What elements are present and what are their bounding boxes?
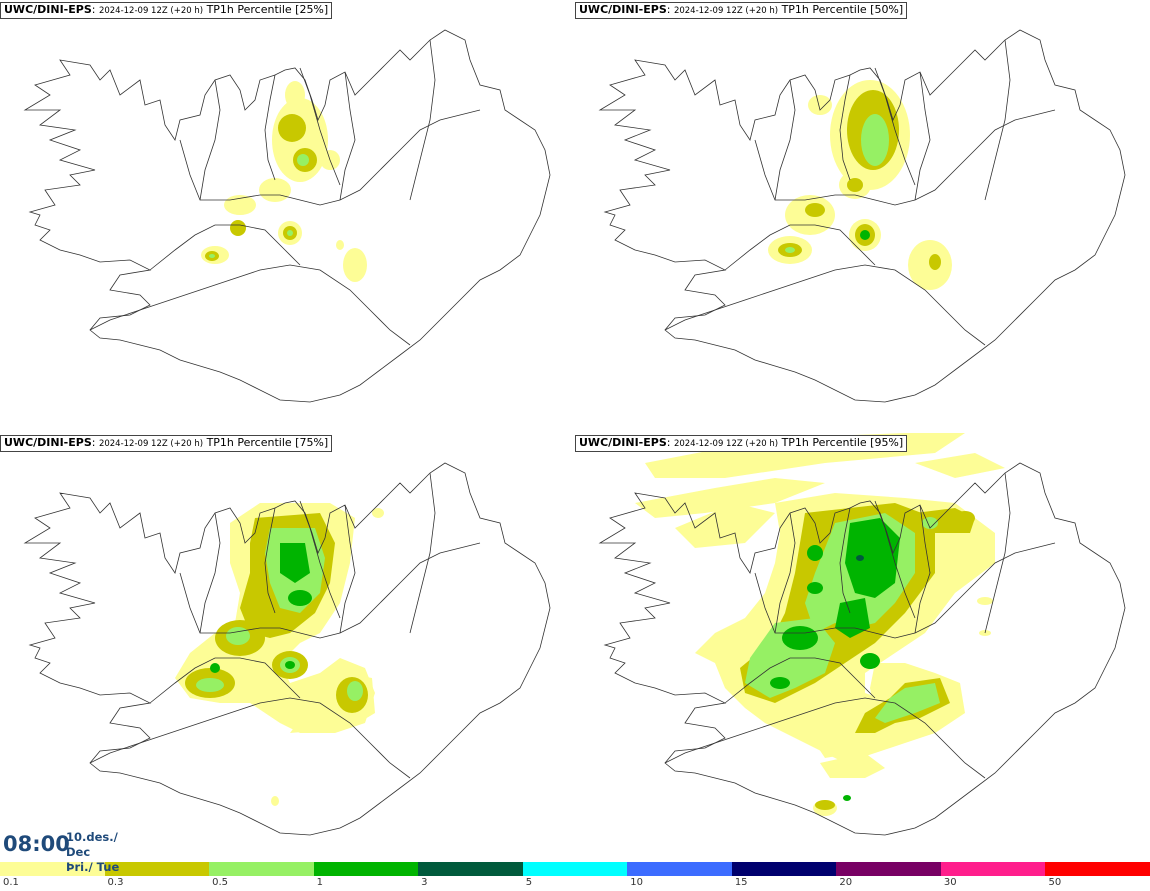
precip-shading — [635, 433, 1005, 816]
iceland-coastline — [598, 462, 1126, 836]
colorbar-segment — [1045, 862, 1150, 876]
colorbar-tick-label: 15 — [734, 877, 748, 888]
colorbar-segment — [522, 862, 628, 876]
colorbar-tick-label: 0.5 — [212, 877, 228, 888]
colorbar-segment — [209, 862, 314, 876]
map-panel-95: UWC/DINI-EPS: 2024-12-09 12Z (+20 h) TP1… — [575, 433, 1150, 863]
valid-date: 10.des./ Dec Þri./ Tue — [66, 830, 140, 875]
colorbar-tick-label: 20 — [839, 877, 853, 888]
valid-time-clock: 08:00 — [3, 832, 70, 856]
colorbar-ticks: 0.1 0.3 0.5 1 3 5 10 15 20 30 50 — [0, 877, 1150, 891]
panel-title: UWC/DINI-EPS: 2024-12-09 12Z (+20 h) TP1… — [0, 2, 333, 19]
colorbar-tick-label: 50 — [1048, 877, 1062, 888]
panel-title: UWC/DINI-EPS: 2024-12-09 12Z (+20 h) TP1… — [575, 2, 908, 19]
colorbar-segment — [836, 862, 941, 876]
colorbar-tick-label: 5 — [525, 877, 533, 888]
colorbar-segment — [0, 862, 105, 876]
map-panel-75: UWC/DINI-EPS: 2024-12-09 12Z (+20 h) TP1… — [0, 433, 575, 863]
iceland-map — [598, 433, 1126, 836]
colorbar-segment — [731, 862, 837, 876]
colorbar-segment — [940, 862, 1046, 876]
iceland-map — [598, 29, 1126, 403]
precip-shading — [175, 503, 384, 806]
iceland-coastline — [23, 29, 551, 403]
colorbar-tick-label: 1 — [316, 877, 323, 888]
precip-shading — [201, 81, 367, 282]
colorbar-tick-label: 30 — [943, 877, 957, 888]
colorbar-tick-label: 3 — [421, 877, 428, 888]
map-panel-50: UWC/DINI-EPS: 2024-12-09 12Z (+20 h) TP1… — [575, 0, 1150, 430]
colorbar-segment — [627, 862, 732, 876]
colorbar-tick-label: 0.3 — [107, 877, 124, 888]
valid-date-weekday: Þri./ Tue — [66, 860, 120, 874]
iceland-map — [23, 462, 551, 836]
colorbar-segment — [104, 862, 210, 876]
colorbar-tick-label: 10 — [630, 877, 643, 888]
iceland-coastline — [598, 29, 1126, 403]
precip-shading — [768, 80, 952, 290]
colorbar-segment — [418, 862, 523, 876]
colorbar-segment — [313, 862, 419, 876]
valid-time: 08:00 10.des./ Dec Þri./ Tue — [0, 828, 140, 874]
colorbar-tick-label: 0.1 — [3, 877, 19, 888]
valid-date-day: 10.des./ Dec — [66, 830, 118, 859]
iceland-coastline — [23, 462, 551, 836]
panel-title: UWC/DINI-EPS: 2024-12-09 12Z (+20 h) TP1… — [0, 435, 333, 452]
precip-colorbar — [0, 862, 1150, 876]
map-panel-25: UWC/DINI-EPS: 2024-12-09 12Z (+20 h) TP1… — [0, 0, 575, 430]
iceland-map — [23, 29, 551, 403]
panel-title: UWC/DINI-EPS: 2024-12-09 12Z (+20 h) TP1… — [575, 435, 908, 452]
